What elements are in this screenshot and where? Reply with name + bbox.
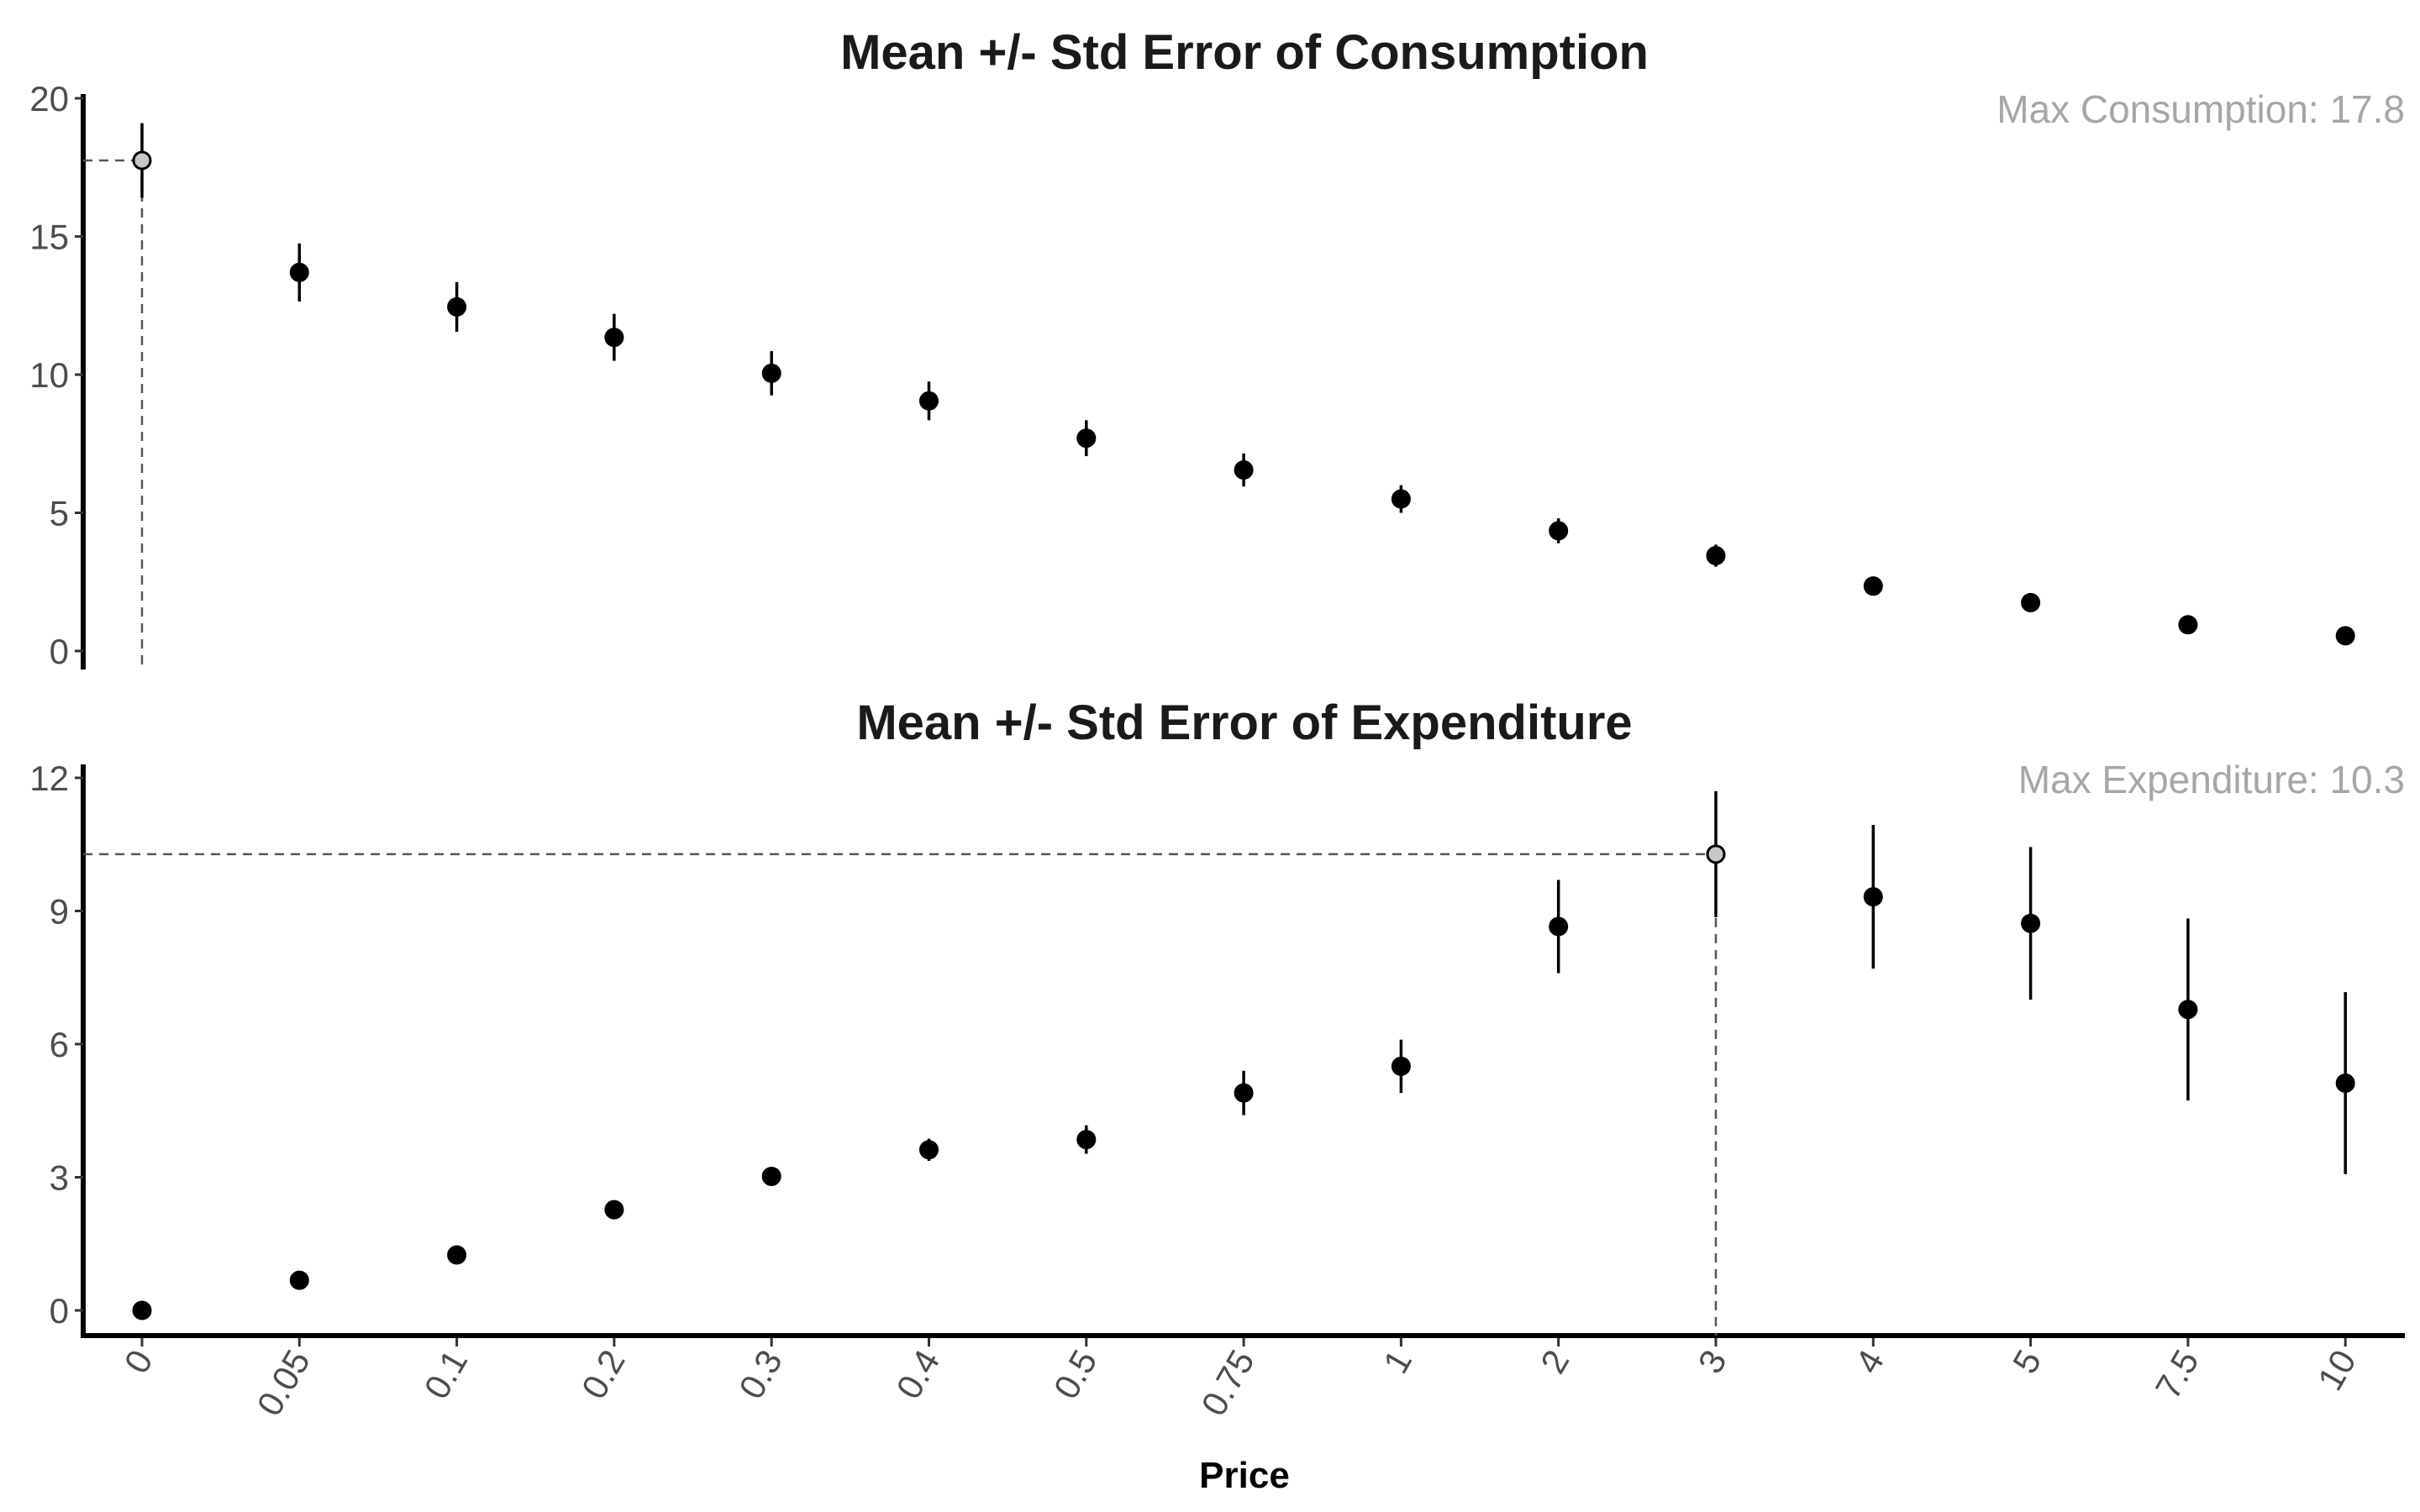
data-point xyxy=(919,1140,939,1160)
data-point xyxy=(1391,1056,1411,1076)
data-point xyxy=(2021,592,2041,612)
data-point xyxy=(447,297,467,317)
y-tick-label: 5 xyxy=(50,494,69,533)
data-point xyxy=(1863,576,1883,596)
data-point xyxy=(1076,1130,1097,1150)
y-tick-label: 6 xyxy=(50,1025,69,1064)
expenditure-panel: Mean +/- Std Error of Expenditure Max Ex… xyxy=(29,696,2405,1496)
y-tick-label: 15 xyxy=(29,218,69,257)
y-tick-label: 12 xyxy=(29,759,69,798)
data-point xyxy=(1706,545,1726,565)
data-point xyxy=(1549,916,1569,937)
data-point xyxy=(2178,615,2198,635)
expenditure-title: Mean +/- Std Error of Expenditure xyxy=(856,696,1632,750)
data-point xyxy=(2335,1073,2355,1093)
expenditure-max-reference-lines xyxy=(83,853,1718,1336)
data-point xyxy=(604,328,624,348)
consumption-panel: Mean +/- Std Error of Consumption Max Co… xyxy=(29,25,2405,671)
y-tick-label: 20 xyxy=(29,79,69,118)
y-tick-label: 3 xyxy=(50,1158,69,1198)
data-point xyxy=(289,262,309,282)
max-data-point xyxy=(132,150,152,171)
data-point xyxy=(1076,428,1097,449)
consumption-y-ticks: 0 5 10 15 20 xyxy=(29,79,83,671)
data-point xyxy=(289,1270,309,1290)
max-data-point xyxy=(1706,844,1726,864)
consumption-max-reference-lines xyxy=(83,159,144,669)
data-point xyxy=(2335,626,2355,646)
max-consumption-annotation: Max Consumption: 17.8 xyxy=(1996,87,2405,131)
y-tick-label: 0 xyxy=(50,632,69,671)
data-point xyxy=(2178,1000,2198,1020)
y-tick-label: 0 xyxy=(50,1291,69,1331)
x-axis-label: Price xyxy=(1199,1455,1290,1496)
data-point xyxy=(1391,489,1411,509)
y-tick-label: 10 xyxy=(29,355,69,395)
expenditure-y-ticks: 0 3 6 9 12 xyxy=(29,759,83,1331)
data-point xyxy=(1234,460,1254,480)
expenditure-points xyxy=(132,790,2355,1320)
data-point xyxy=(2021,913,2041,933)
y-tick-label: 9 xyxy=(50,892,69,932)
max-expenditure-annotation: Max Expenditure: 10.3 xyxy=(2018,758,2405,801)
data-point xyxy=(447,1245,467,1265)
data-point xyxy=(761,1166,781,1186)
data-point xyxy=(1549,521,1569,541)
data-point xyxy=(132,1300,152,1320)
data-point xyxy=(1234,1083,1254,1103)
data-point xyxy=(604,1200,624,1220)
data-point xyxy=(919,391,939,411)
consumption-points xyxy=(132,123,2355,646)
data-point xyxy=(761,363,781,383)
consumption-title: Mean +/- Std Error of Consumption xyxy=(840,25,1649,80)
data-point xyxy=(1863,887,1883,907)
